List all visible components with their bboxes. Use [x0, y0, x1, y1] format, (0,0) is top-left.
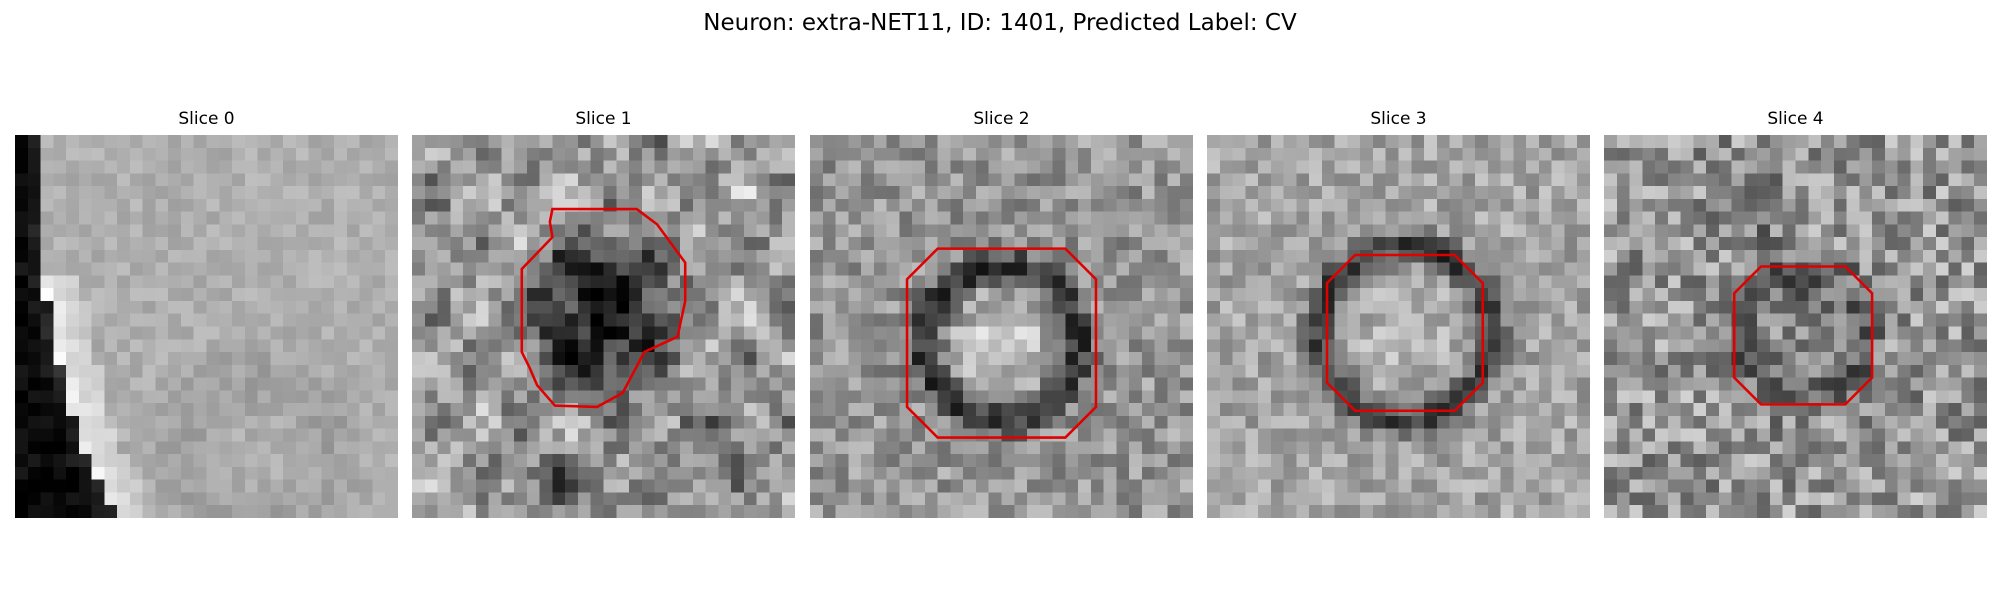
slice-panel-3: Slice 3 — [1207, 108, 1590, 518]
slice-image-0 — [15, 135, 398, 518]
slice-image-1 — [412, 135, 795, 518]
slice-panel-0: Slice 0 — [15, 108, 398, 518]
slice-image-3 — [1207, 135, 1590, 518]
slice-title-3: Slice 3 — [1370, 109, 1427, 129]
contour-outline-3 — [1325, 253, 1485, 413]
contour-outline-2 — [905, 247, 1098, 439]
slice-panel-1: Slice 1 — [412, 108, 795, 518]
slice-panel-2: Slice 2 — [810, 108, 1193, 518]
contour-outline-4 — [1732, 265, 1874, 406]
slice-title-1: Slice 1 — [575, 109, 632, 129]
slice-panel-4: Slice 4 — [1604, 108, 1987, 518]
figure-title: Neuron: extra-NET11, ID: 1401, Predicted… — [703, 10, 1297, 36]
slice-image-4 — [1604, 135, 1987, 518]
contour-outline-1 — [520, 207, 687, 409]
slice-title-4: Slice 4 — [1767, 109, 1824, 129]
slice-title-2: Slice 2 — [973, 109, 1030, 129]
slice-title-0: Slice 0 — [178, 109, 235, 129]
slice-image-2 — [810, 135, 1193, 518]
